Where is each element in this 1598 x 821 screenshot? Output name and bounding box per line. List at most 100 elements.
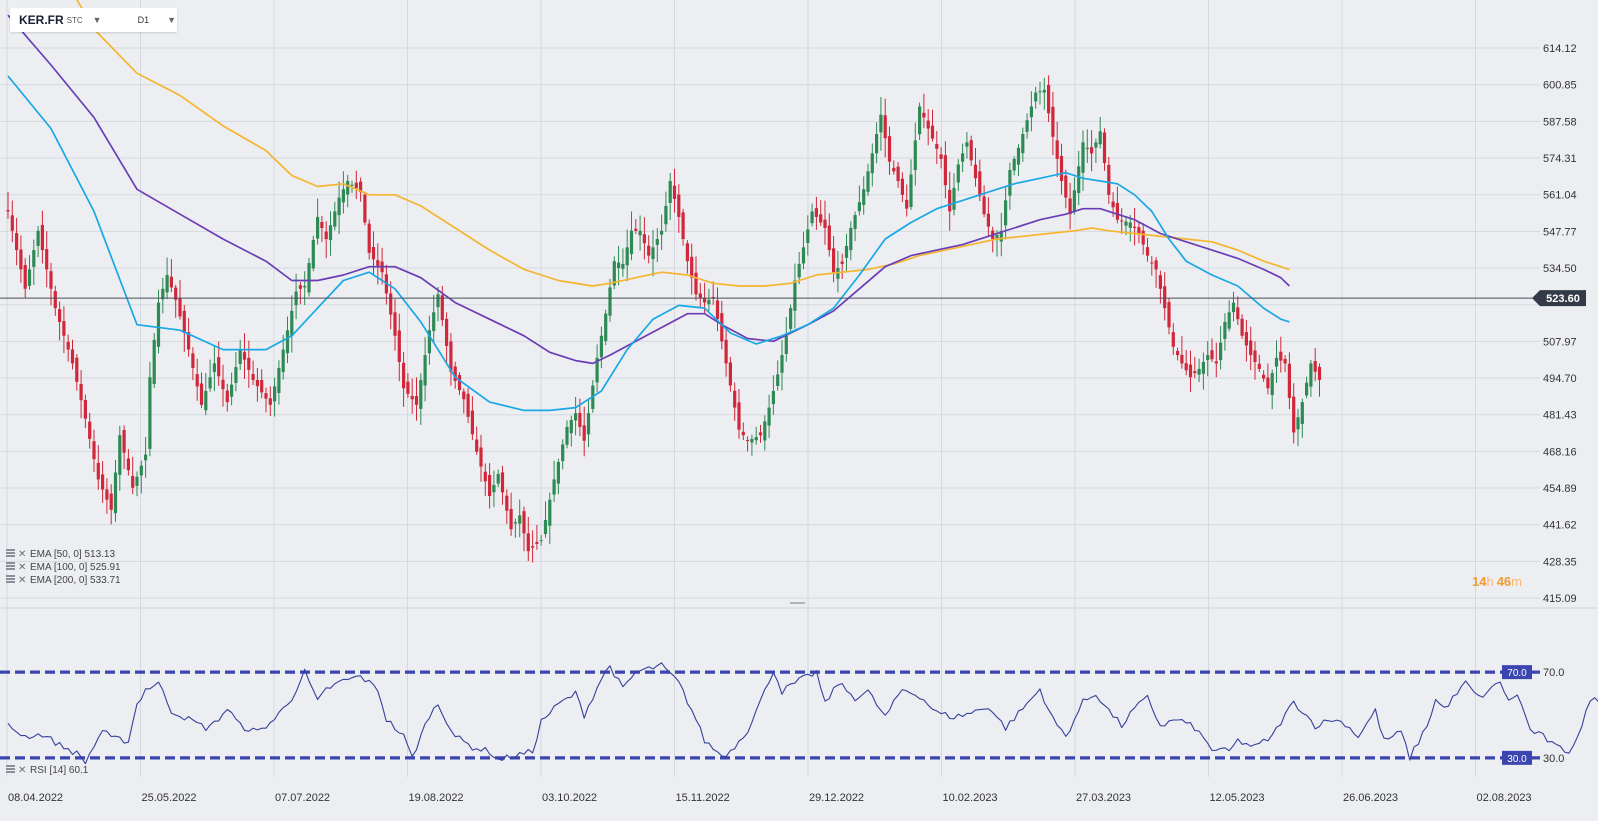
candle (230, 372, 234, 406)
symbol-dropdown-icon[interactable]: ▼ (92, 15, 102, 25)
x-tick-label: 25.05.2022 (142, 792, 197, 804)
candle (849, 221, 853, 261)
candle (337, 181, 341, 235)
candle (1102, 128, 1107, 171)
timeframe-dropdown-icon[interactable]: ▼ (167, 15, 177, 25)
candle (862, 176, 866, 215)
candle (711, 281, 715, 305)
candle (15, 217, 19, 266)
candle (776, 360, 780, 391)
instrument-selector[interactable]: KER.FR STC ▼ D1 ▼ (10, 8, 177, 32)
candle (1287, 352, 1291, 410)
candle (715, 287, 720, 332)
timeframe-label[interactable]: D1 (137, 15, 150, 25)
candle (1206, 341, 1210, 377)
indicator-legend-label: EMA [200, 0] 533.71 (30, 575, 121, 586)
y-tick-label: 415.09 (1543, 593, 1577, 605)
close-icon[interactable]: ✕ (18, 562, 26, 573)
candle (247, 340, 251, 388)
candle (810, 203, 814, 227)
candle (225, 383, 229, 412)
candle (1085, 129, 1089, 163)
candle (1016, 144, 1021, 176)
candle (83, 394, 87, 429)
candle (1081, 130, 1085, 191)
candle (1240, 314, 1244, 339)
candle (866, 163, 870, 196)
candle (1098, 116, 1102, 149)
indicator-legend-ema[interactable]: ✕ EMA [200, 0] 533.71 (6, 575, 121, 586)
candle (870, 143, 874, 187)
close-icon[interactable]: ✕ (18, 575, 26, 586)
candle (174, 284, 178, 318)
candle (913, 122, 917, 186)
candle (70, 339, 75, 370)
candle (518, 499, 522, 538)
candle (982, 185, 986, 218)
rsi-line (7, 662, 1598, 765)
candle (1167, 298, 1171, 335)
candle (952, 173, 956, 216)
menu-icon[interactable] (6, 575, 15, 577)
indicator-legend-rsi[interactable]: ✕ RSI [14] 60.1 (6, 765, 89, 776)
candle (277, 360, 281, 405)
current-price-label: 523.60 (1546, 293, 1580, 305)
candle (1188, 350, 1193, 392)
candle (1253, 341, 1257, 380)
candle (1283, 355, 1287, 373)
candle (58, 301, 62, 341)
candle (470, 396, 474, 440)
candle (668, 172, 672, 221)
candle (113, 460, 118, 522)
candle (513, 518, 517, 538)
indicator-legend-label: EMA [100, 0] 525.91 (30, 562, 121, 573)
candle (586, 398, 591, 448)
candle (754, 426, 758, 445)
candle (819, 200, 823, 226)
candle (298, 282, 302, 305)
close-icon[interactable]: ✕ (18, 549, 26, 560)
candle (393, 299, 397, 351)
candle (1223, 313, 1227, 351)
candle (724, 327, 728, 377)
y-tick-label: 534.50 (1543, 263, 1577, 275)
candle (195, 358, 199, 401)
candle (457, 372, 462, 396)
candle (1171, 323, 1175, 355)
rsi-level-tag-label: 70.0 (1507, 668, 1527, 679)
rsi-level-tag-label: 30.0 (1507, 754, 1527, 765)
candle (449, 333, 453, 386)
x-tick-label: 12.05.2023 (1210, 792, 1265, 804)
close-icon[interactable]: ✕ (18, 765, 26, 776)
candle (634, 218, 638, 235)
candle (445, 312, 449, 364)
candle (23, 258, 27, 298)
candle (746, 436, 750, 452)
candle (500, 465, 505, 505)
candle (1197, 358, 1201, 382)
candle (92, 429, 96, 473)
candle (221, 364, 225, 407)
candle (552, 460, 556, 502)
candle (1021, 127, 1025, 162)
countdown-timer: 14h 46m (1472, 574, 1522, 589)
menu-icon[interactable] (6, 765, 15, 767)
candle (574, 396, 578, 436)
candle (969, 135, 973, 166)
indicator-legend-ema[interactable]: ✕ EMA [50, 0] 513.13 (6, 549, 115, 560)
candle (79, 370, 83, 419)
indicator-legend-ema[interactable]: ✕ EMA [100, 0] 525.91 (6, 562, 121, 573)
y-tick-label: 547.77 (1543, 226, 1577, 238)
y-tick-label: 561.04 (1543, 190, 1577, 202)
symbol-label: KER.FR (19, 13, 64, 27)
candle (139, 460, 143, 494)
candle (290, 295, 294, 353)
menu-icon[interactable] (6, 549, 15, 551)
candle (1038, 81, 1042, 105)
candle (844, 233, 849, 271)
menu-icon[interactable] (6, 562, 15, 564)
candle (423, 337, 427, 402)
candle (1025, 113, 1029, 139)
candle (690, 243, 694, 295)
candle (32, 239, 36, 285)
